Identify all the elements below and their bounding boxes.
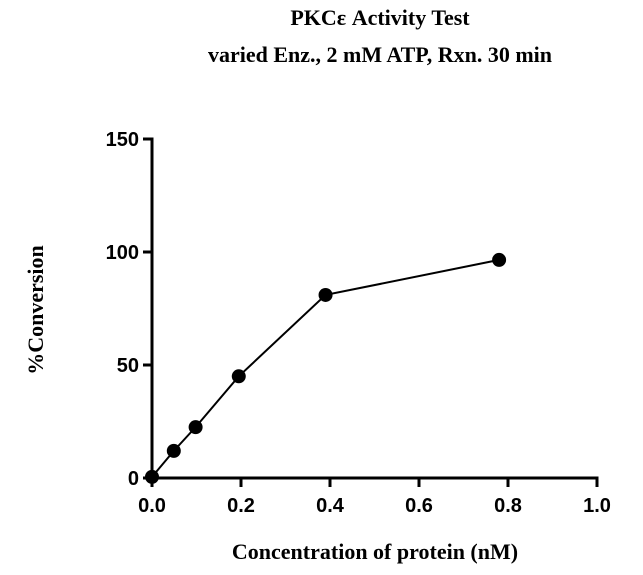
x-tick-label: 1.0 [583,495,611,517]
chart-subtitle: varied Enz., 2 mM ATP, Rxn. 30 min [208,42,552,67]
y-tick-label: 50 [117,355,139,377]
x-tick-label: 0.8 [494,495,522,517]
y-tick-label: 0 [128,468,139,490]
x-axis-label: Concentration of protein (nM) [232,539,518,564]
data-point [145,469,159,484]
y-tick-label: 100 [106,242,139,264]
data-point [492,252,507,267]
data-point [318,287,333,302]
series-group [145,252,507,484]
x-tick-label: 0.6 [405,495,433,517]
x-tick-label: 0.2 [227,495,255,517]
x-tick-label: 0.0 [138,495,166,517]
chart-title: PKCε Activity Test [290,5,470,30]
y-axis-label: %Conversion [23,245,48,375]
data-point [166,443,181,458]
x-axis-ticks: 0.0 0.2 0.4 0.6 0.8 1.0 [138,478,611,517]
data-point [188,420,203,435]
plot-area: 0 50 100 150 0.0 0.2 0.4 0.6 0.8 1.0 [106,129,611,517]
y-axis-ticks: 0 50 100 150 [106,129,152,490]
x-tick-label: 0.4 [316,495,345,517]
y-tick-label: 150 [106,129,139,151]
data-point [231,369,246,384]
